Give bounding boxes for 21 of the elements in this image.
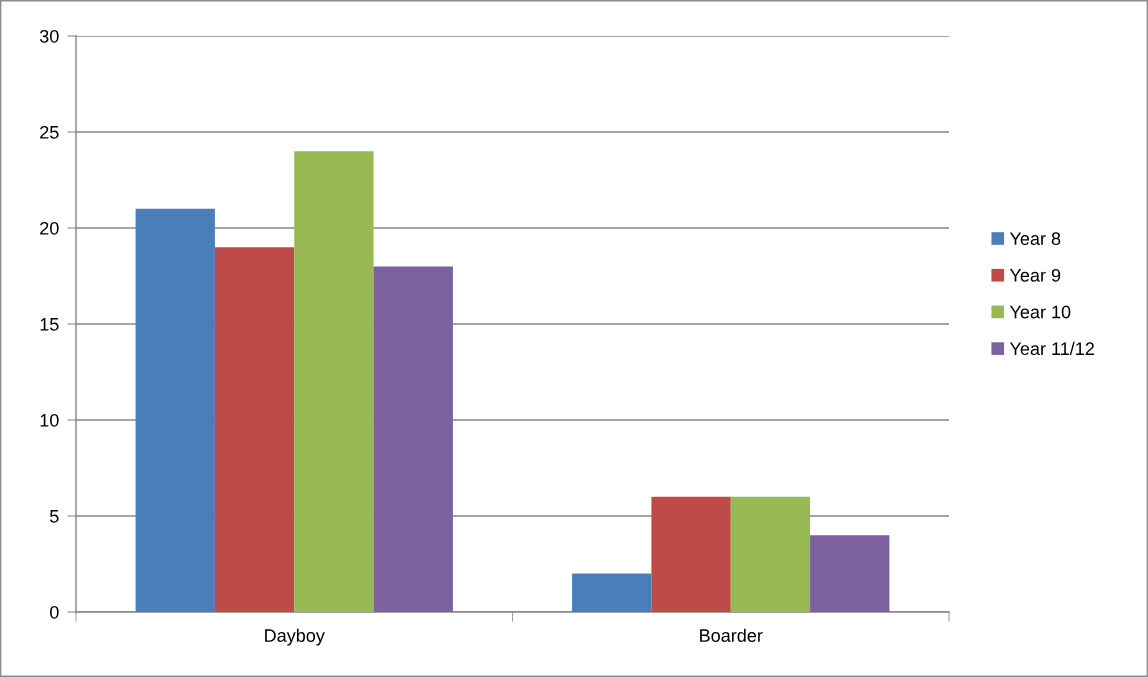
legend-label: Year 10 <box>1009 305 1071 319</box>
y-tick-label: 20 <box>40 221 59 235</box>
bar <box>214 247 295 612</box>
bar <box>294 151 374 612</box>
legend-label: Year 8 <box>1009 232 1061 246</box>
bar <box>651 496 731 612</box>
bar <box>135 208 215 612</box>
legend-label: Year 9 <box>1009 268 1061 282</box>
legend-label: Year 11/12 <box>1009 341 1094 356</box>
y-tick-label: 25 <box>40 125 59 139</box>
bar <box>572 573 652 612</box>
x-tick-label: Boarder <box>700 628 763 642</box>
y-tick-label: 30 <box>39 29 59 43</box>
y-tick-label: 0 <box>50 605 59 619</box>
bar <box>810 535 890 612</box>
bar <box>730 496 811 612</box>
bar <box>373 266 453 612</box>
x-tick-label: Dayboy <box>265 628 325 646</box>
y-tick-label: 10 <box>40 413 59 427</box>
y-tick-label: 15 <box>40 318 59 331</box>
y-tick-label: 5 <box>50 510 59 523</box>
